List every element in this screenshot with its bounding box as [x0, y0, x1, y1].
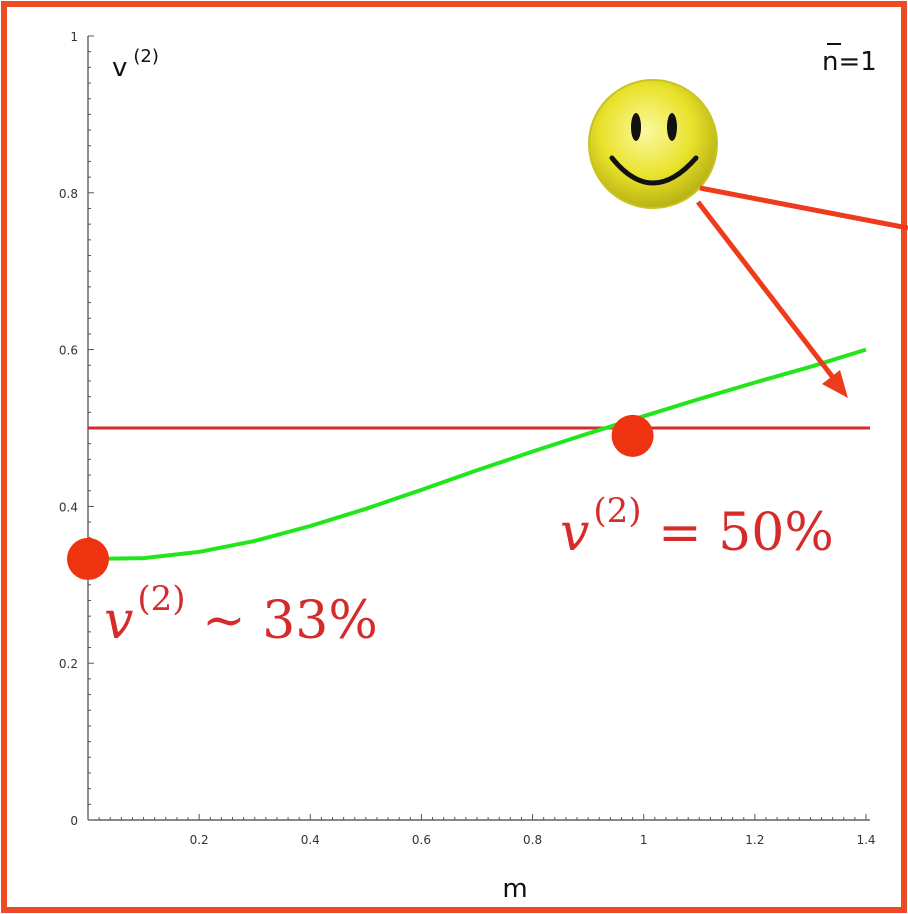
x-tick-label: 1	[640, 833, 648, 847]
annotation-50-percent: v (2) = 50%	[560, 491, 834, 563]
highlight-point	[611, 414, 654, 457]
y-axis-title: v (2)	[112, 46, 159, 83]
y-tick-label: 0.6	[59, 344, 78, 358]
arrow-offscreen	[699, 185, 908, 231]
arrow-to-curve	[696, 200, 840, 386]
x-tick-label: 0.4	[301, 833, 320, 847]
y-tick-label: 0.2	[59, 657, 78, 671]
y-tick-label: 0.4	[59, 500, 78, 514]
y-tick-label: 0.8	[59, 187, 78, 201]
pointer-arrows	[696, 185, 908, 398]
series-line	[87, 347, 867, 561]
x-tick-label: 1.2	[745, 833, 764, 847]
corner-label-text: n=1	[822, 47, 877, 77]
y-tick-label: 1	[70, 30, 78, 44]
highlight-point	[67, 537, 109, 580]
x-tick-label: 0.2	[190, 833, 209, 847]
tick-labels: 0.2 0.4 0.6 0.8 1 1.2 1.4 0 0.2 0.4 0.6 0.8 1	[59, 30, 876, 847]
smiley-face-icon	[588, 79, 718, 209]
x-tick-label: 1.4	[856, 833, 875, 847]
arrowhead	[822, 370, 848, 398]
series-layer	[87, 347, 867, 561]
x-tick-label: 0.8	[523, 833, 542, 847]
annotation-33-percent: v (2) ~ 33%	[104, 579, 378, 651]
x-tick-label: 0.6	[412, 833, 431, 847]
x-axis-title: m	[502, 874, 527, 904]
y-tick-label: 0	[70, 814, 78, 828]
corner-label: n=1	[822, 43, 877, 77]
highlight-points	[67, 414, 654, 580]
axis-ticks	[87, 35, 867, 821]
